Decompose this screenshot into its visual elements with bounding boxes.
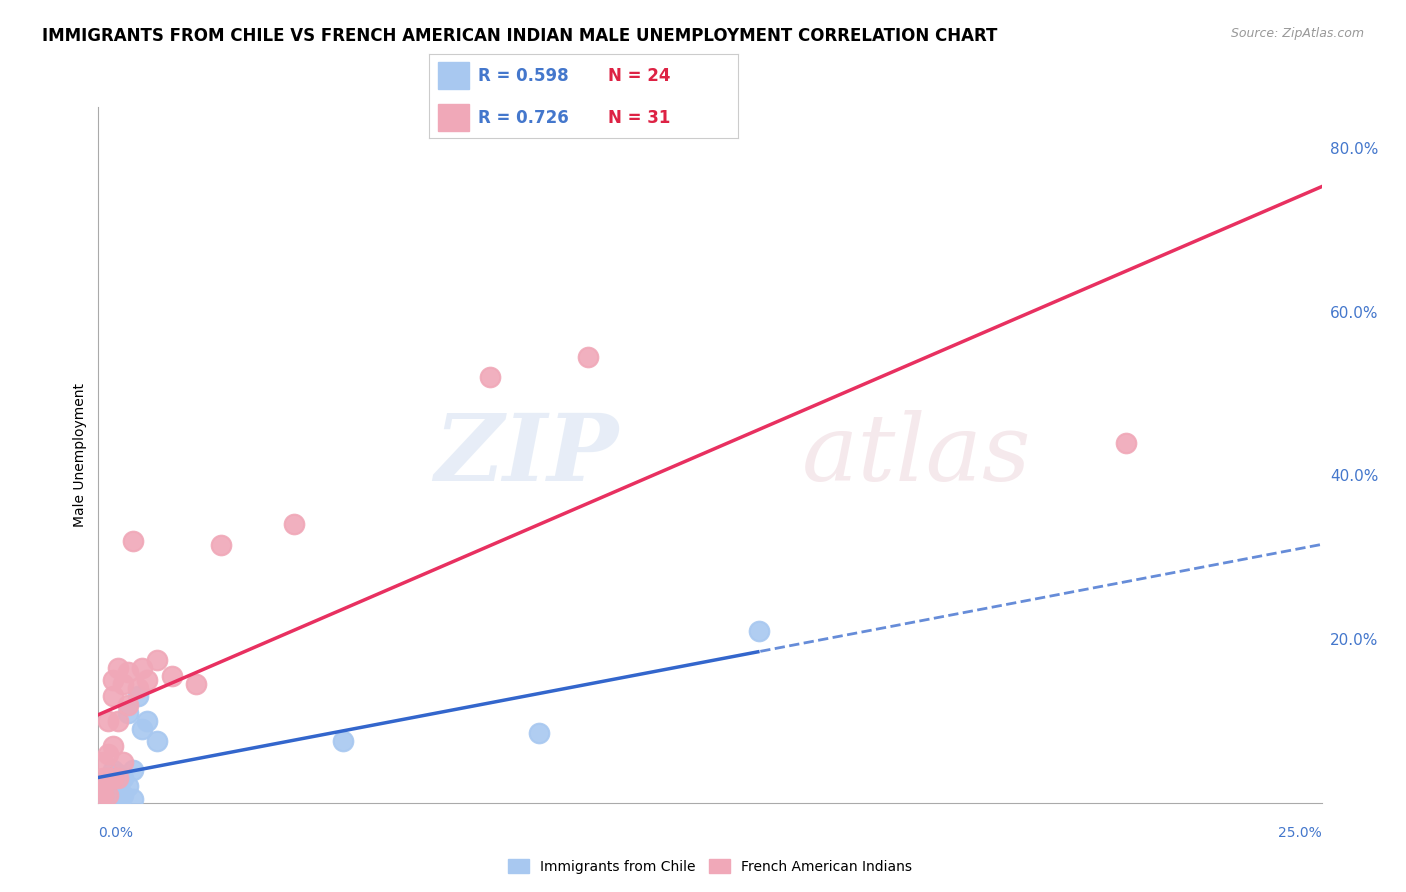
Point: [97, 747, 120, 761]
Legend: Immigrants from Chile, French American Indians: Immigrants from Chile, French American I…: [502, 854, 918, 880]
Text: Source: ZipAtlas.com: Source: ZipAtlas.com: [1230, 27, 1364, 40]
Point: [748, 624, 770, 638]
Point: [146, 652, 169, 666]
Point: [101, 673, 124, 687]
Point: [131, 722, 153, 736]
Point: [97, 714, 120, 728]
Point: [117, 780, 139, 794]
Point: [107, 714, 129, 728]
Point: [332, 734, 354, 748]
Point: [1115, 435, 1137, 450]
Point: [121, 533, 143, 548]
Text: 25.0%: 25.0%: [1278, 826, 1322, 839]
Point: [136, 673, 159, 687]
Text: R = 0.726: R = 0.726: [478, 109, 569, 127]
Bar: [439, 62, 470, 89]
Point: [117, 698, 139, 712]
Point: [91, 780, 114, 794]
Point: [97, 788, 120, 802]
Text: N = 24: N = 24: [609, 67, 671, 85]
Point: [111, 788, 134, 802]
Text: ZIP: ZIP: [434, 410, 619, 500]
Point: [146, 734, 169, 748]
Point: [91, 755, 114, 769]
Point: [107, 661, 129, 675]
Point: [478, 370, 501, 384]
Point: [117, 665, 139, 679]
Point: [97, 791, 120, 805]
Point: [97, 771, 120, 785]
Point: [101, 780, 124, 794]
Text: 0.0%: 0.0%: [98, 826, 134, 839]
Point: [136, 714, 159, 728]
Point: [111, 771, 134, 785]
Text: N = 31: N = 31: [609, 109, 671, 127]
Point: [97, 788, 120, 802]
Text: atlas: atlas: [801, 410, 1031, 500]
Point: [186, 677, 208, 691]
Text: IMMIGRANTS FROM CHILE VS FRENCH AMERICAN INDIAN MALE UNEMPLOYMENT CORRELATION CH: IMMIGRANTS FROM CHILE VS FRENCH AMERICAN…: [42, 27, 997, 45]
Point: [121, 763, 143, 777]
Text: R = 0.598: R = 0.598: [478, 67, 569, 85]
Bar: [439, 104, 470, 131]
Point: [283, 517, 305, 532]
Point: [111, 677, 134, 691]
Point: [91, 788, 114, 802]
Point: [131, 661, 153, 675]
Point: [97, 780, 120, 794]
Point: [91, 780, 114, 794]
Point: [107, 780, 129, 794]
Point: [117, 706, 139, 720]
Point: [91, 771, 114, 785]
Point: [101, 788, 124, 802]
Point: [127, 681, 149, 696]
Point: [127, 690, 149, 704]
Point: [101, 690, 124, 704]
Point: [111, 755, 134, 769]
Point: [101, 771, 124, 785]
Point: [101, 739, 124, 753]
Point: [107, 788, 129, 802]
Point: [576, 350, 599, 364]
Point: [91, 791, 114, 805]
Point: [527, 726, 550, 740]
Point: [160, 669, 183, 683]
Point: [107, 767, 129, 781]
Point: [121, 791, 143, 805]
Y-axis label: Male Unemployment: Male Unemployment: [73, 383, 87, 527]
Point: [101, 763, 124, 777]
Point: [107, 771, 129, 785]
Point: [209, 538, 232, 552]
